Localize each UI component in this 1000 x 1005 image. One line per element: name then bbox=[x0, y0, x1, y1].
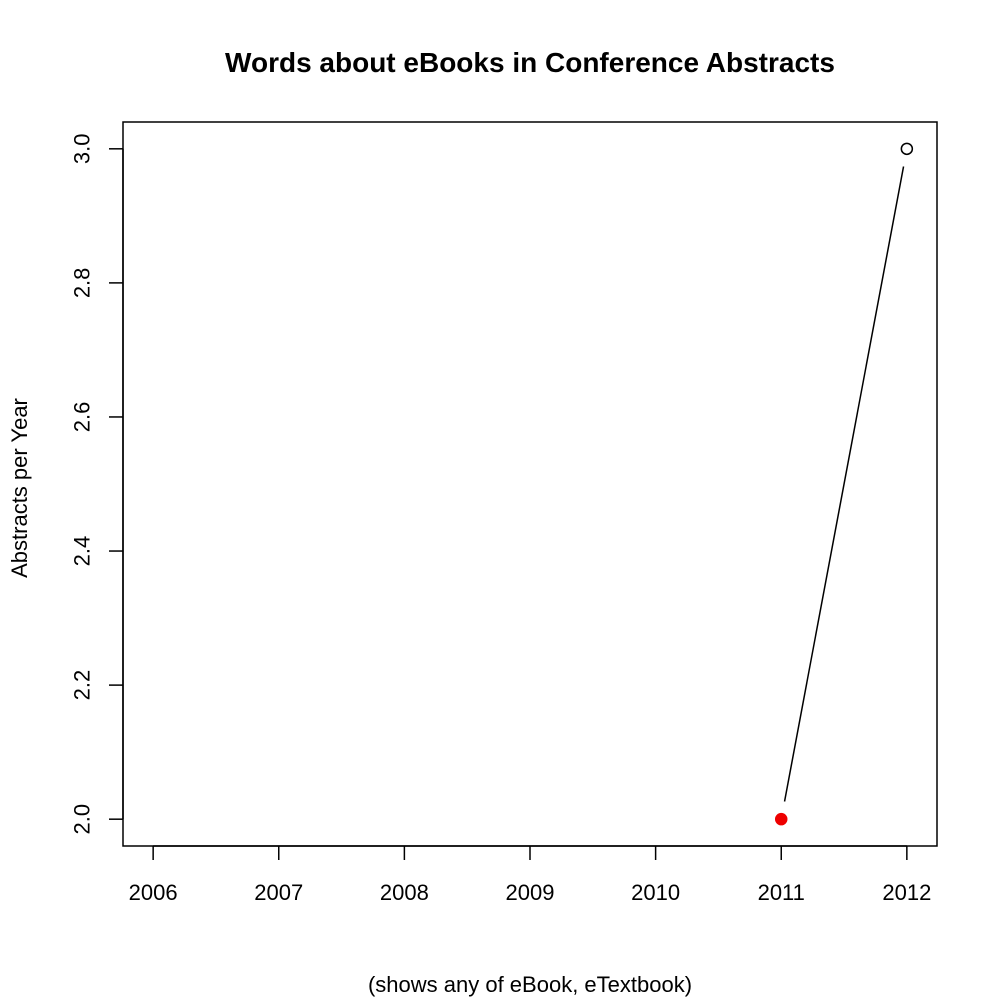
x-tick-label: 2008 bbox=[380, 880, 429, 905]
data-point-2011 bbox=[774, 812, 788, 826]
x-axis-label: (shows any of eBook, eTextbook) bbox=[368, 972, 692, 997]
chart-title: Words about eBooks in Conference Abstrac… bbox=[225, 47, 835, 78]
data-point-2012 bbox=[900, 142, 914, 156]
series-layer bbox=[774, 142, 914, 826]
y-axis: 2.0 2.2 2.4 2.6 2.8 3.0 bbox=[70, 134, 124, 835]
series-line-segment bbox=[783, 166, 905, 802]
y-tick-label: 3.0 bbox=[70, 134, 95, 165]
y-tick-label: 2.4 bbox=[70, 536, 95, 567]
y-tick-label: 2.6 bbox=[70, 402, 95, 433]
x-tick-label: 2009 bbox=[506, 880, 555, 905]
y-tick-label: 2.2 bbox=[70, 670, 95, 701]
x-tick-label: 2011 bbox=[758, 880, 805, 905]
y-tick-label: 2.8 bbox=[70, 268, 95, 299]
x-axis: 2006 2007 2008 2009 2010 2011 2012 bbox=[129, 845, 931, 905]
y-axis-label: Abstracts per Year bbox=[7, 398, 32, 578]
x-tick-label: 2007 bbox=[254, 880, 303, 905]
y-tick-label: 2.0 bbox=[70, 804, 95, 835]
plot-area-frame bbox=[122, 121, 938, 847]
x-tick-label: 2010 bbox=[631, 880, 680, 905]
x-tick-label: 2006 bbox=[129, 880, 178, 905]
x-tick-label: 2012 bbox=[882, 880, 931, 905]
